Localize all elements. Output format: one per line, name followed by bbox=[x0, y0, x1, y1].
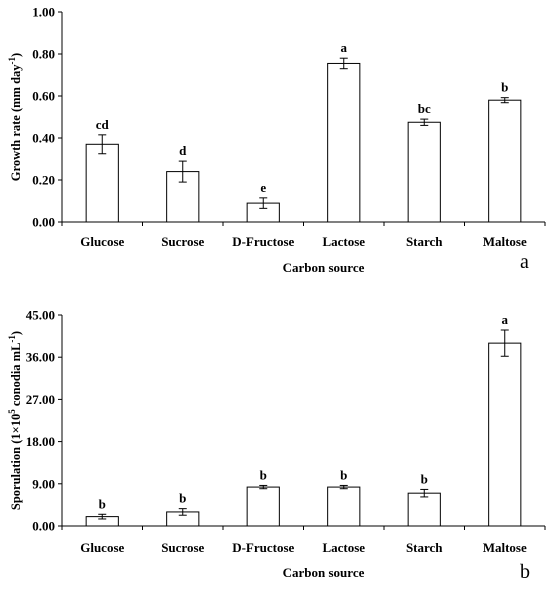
y-tick-label: 36.00 bbox=[26, 350, 55, 365]
y-axis-label-part: ) bbox=[9, 331, 23, 335]
y-axis-label-part: Growth rate (mm day bbox=[9, 64, 23, 182]
bar-maltose bbox=[488, 342, 522, 527]
bar-d-fructose bbox=[246, 486, 280, 527]
y-tick-label: 0.20 bbox=[32, 173, 55, 188]
y-tick-label: 27.00 bbox=[26, 392, 55, 407]
bar-lactose bbox=[327, 486, 361, 527]
significance-label: a bbox=[341, 40, 348, 55]
category-label: Lactose bbox=[322, 234, 365, 249]
category-label: Maltose bbox=[483, 234, 527, 249]
bar-glucose bbox=[85, 143, 119, 223]
significance-label: e bbox=[260, 180, 266, 195]
significance-label: a bbox=[502, 312, 509, 327]
y-axis-label-part: ) bbox=[9, 53, 23, 57]
panel-label: a bbox=[520, 251, 529, 273]
y-tick-label: 0.80 bbox=[32, 47, 55, 62]
category-label: Starch bbox=[406, 540, 443, 555]
bar-starch bbox=[407, 121, 441, 223]
significance-label: b bbox=[260, 467, 267, 482]
category-label: Glucose bbox=[80, 540, 124, 555]
significance-label: b bbox=[340, 467, 347, 482]
y-axis-label-superscript: 5 bbox=[7, 409, 17, 414]
category-label: Lactose bbox=[322, 540, 365, 555]
y-tick-label: 45.00 bbox=[26, 308, 55, 323]
y-axis-label: Sporulation (1×105 conodia mL-1) bbox=[7, 331, 23, 510]
x-axis-label: Carbon source bbox=[283, 260, 365, 275]
y-axis-label: Growth rate (mm day-1) bbox=[7, 53, 23, 181]
y-tick-label: 0.60 bbox=[32, 89, 55, 104]
significance-label: b bbox=[421, 471, 428, 486]
bar-lactose bbox=[327, 62, 361, 223]
category-label: Maltose bbox=[483, 540, 527, 555]
category-label: Glucose bbox=[80, 234, 124, 249]
y-tick-label: 18.00 bbox=[26, 434, 55, 449]
y-axis-label-superscript: -1 bbox=[7, 56, 17, 64]
y-tick-label: 0.00 bbox=[32, 519, 55, 534]
significance-label: b bbox=[179, 491, 186, 506]
significance-label: bc bbox=[418, 101, 431, 116]
category-label: Sucrose bbox=[161, 234, 204, 249]
bar-starch bbox=[407, 492, 441, 527]
y-axis-label-part: Sporulation (1×10 bbox=[9, 414, 23, 510]
y-axis-label-part: conodia mL bbox=[9, 343, 23, 410]
panel-label: b bbox=[520, 561, 530, 583]
significance-label: d bbox=[179, 143, 187, 158]
category-label: D-Fructose bbox=[232, 234, 294, 249]
category-label: Sucrose bbox=[161, 540, 204, 555]
y-tick-label: 9.00 bbox=[32, 476, 55, 491]
y-tick-label: 1.00 bbox=[32, 5, 55, 20]
y-tick-label: 0.00 bbox=[32, 215, 55, 230]
category-label: Starch bbox=[406, 234, 443, 249]
bar-maltose bbox=[488, 99, 522, 223]
significance-label: b bbox=[501, 80, 508, 95]
significance-label: cd bbox=[96, 117, 110, 132]
significance-label: b bbox=[99, 496, 106, 511]
y-tick-label: 0.40 bbox=[32, 131, 55, 146]
category-label: D-Fructose bbox=[232, 540, 294, 555]
y-axis-label-superscript: -1 bbox=[7, 335, 17, 343]
x-axis-label: Carbon source bbox=[283, 565, 365, 580]
